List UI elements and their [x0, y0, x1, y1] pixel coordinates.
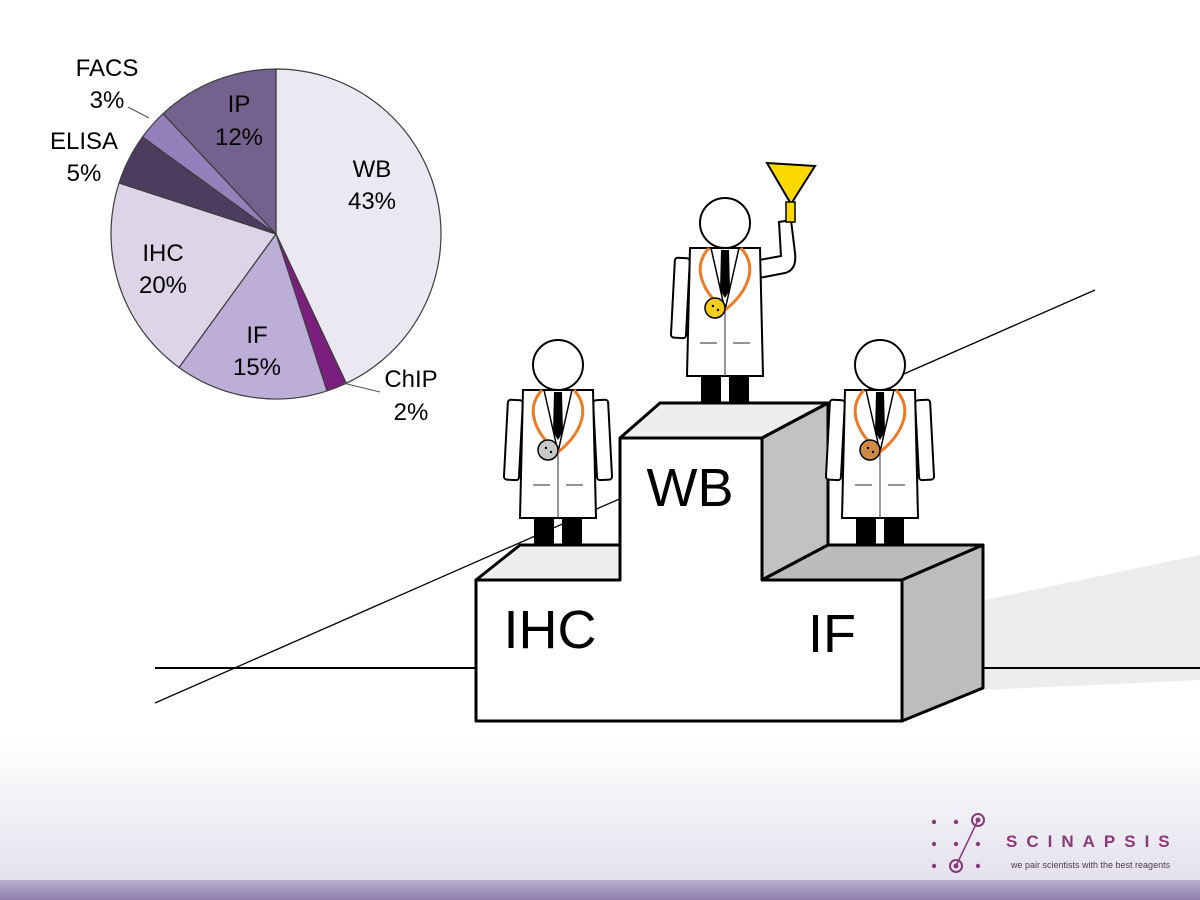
pie-pct-ihc: 20% [139, 272, 187, 299]
scientist-arm [669, 256, 691, 340]
footer-gradient [0, 740, 1200, 880]
logo-tagline: we pair scientists with the best reagent… [1011, 860, 1171, 870]
medal-second [537, 439, 559, 461]
pie-label-ihc: IHC [142, 240, 183, 267]
podium [474, 401, 985, 723]
scientists-group [502, 161, 936, 546]
pie-pct-wb: 43% [348, 188, 396, 215]
pie-label-ip: IP [228, 91, 251, 118]
tie [720, 250, 730, 298]
pie-label-facs: FACS [76, 55, 139, 82]
medal-first [704, 297, 726, 319]
scientist-leg [534, 515, 554, 546]
pie-pct-chip: 2% [394, 399, 429, 426]
medal-third [859, 439, 881, 461]
scinapsis-logo-icon [931, 813, 985, 873]
scientist-second [502, 339, 614, 546]
pie-label-elisa: ELISA [50, 128, 118, 155]
medal-dot [866, 446, 870, 450]
scientist-head [854, 339, 906, 391]
scientist-third [824, 339, 936, 546]
medal-dot [716, 308, 720, 312]
podium-label-first: WB [647, 458, 734, 518]
scientist-leg [562, 515, 582, 546]
pie-pct-elisa: 5% [67, 160, 102, 187]
scientist-raised-arm [758, 218, 797, 280]
medal-dot [871, 450, 875, 454]
scientist-leg [884, 515, 904, 546]
podium-label-second: IHC [504, 600, 597, 660]
scientist-head [699, 197, 751, 249]
chip-leader-line [342, 382, 381, 393]
pie-slice-ihc [110, 182, 277, 369]
tie [553, 392, 563, 440]
podium-label-third: IF [808, 604, 856, 664]
pie-label-chip: ChIP [384, 366, 437, 393]
pie-chart [110, 68, 442, 400]
scientist-arm [592, 398, 614, 482]
scientist-head [532, 339, 584, 391]
trophy-handle [785, 201, 796, 223]
scientist-leg [729, 373, 749, 404]
podium-front [474, 436, 904, 723]
pie-slice-ip [162, 68, 277, 236]
trophy-icon [765, 161, 817, 206]
facs-leader-line [127, 106, 150, 119]
podium-second-top [474, 543, 622, 582]
medal-dot [711, 304, 715, 308]
pie-label-if: IF [246, 322, 267, 349]
pie-slice-wb [275, 68, 442, 385]
pie-pct-facs: 3% [90, 87, 125, 114]
footer-bar [0, 880, 1200, 900]
scientist-leg [701, 373, 721, 404]
scientist-leg [856, 515, 876, 546]
scientist-arm [824, 398, 846, 482]
medal-dot [544, 446, 548, 450]
pie-label-wb: WB [353, 156, 392, 183]
scientist-first [669, 161, 817, 404]
logo-name: SCINAPSIS [1006, 832, 1179, 851]
scientist-arm [502, 398, 524, 482]
floor-shadow [985, 555, 1200, 690]
pie-slice-if [178, 232, 328, 400]
pie-pct-ip: 12% [215, 124, 263, 151]
medal-dot [549, 450, 553, 454]
scientist-arm [914, 398, 936, 482]
pie-pct-if: 15% [233, 354, 281, 381]
tie [875, 392, 885, 440]
